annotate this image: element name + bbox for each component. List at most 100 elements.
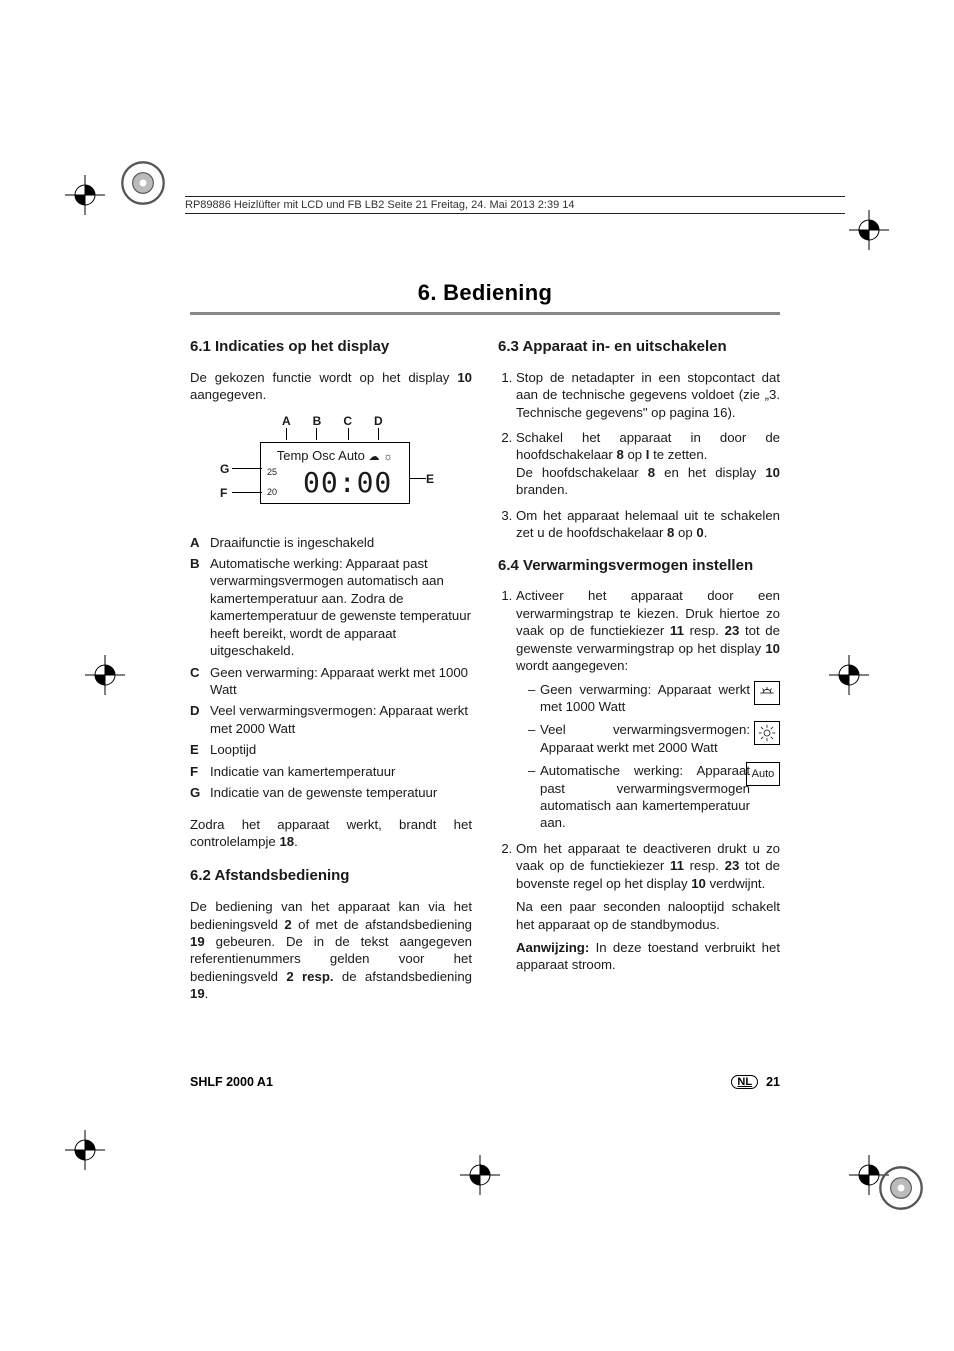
ref-number: 8 xyxy=(648,465,655,480)
legend-key: D xyxy=(190,702,210,719)
lcd-time: 00:00 xyxy=(303,465,392,502)
text: Stop de netadapter in een stopcontact da… xyxy=(516,370,780,420)
ref-number: 19 xyxy=(190,934,205,949)
thermometer-icon: 25 20 xyxy=(267,467,277,499)
text: verdwijnt. xyxy=(706,876,765,891)
legend-value: Looptijd xyxy=(210,741,472,758)
text: 20 xyxy=(267,487,277,499)
text: . xyxy=(294,834,298,849)
content: 6. Bediening 6.1 Indicaties op het displ… xyxy=(190,280,780,1013)
section-6-4-title: 6.4 Verwarmingsvermogen instellen xyxy=(498,556,780,576)
register-mark-icon xyxy=(460,1155,500,1195)
register-mark-icon xyxy=(85,655,125,695)
ref-number: 23 xyxy=(725,623,740,638)
register-mark-icon xyxy=(120,160,166,206)
text: de afstandsbediening xyxy=(334,969,472,984)
mode-list: Geen verwarming: Apparaat werkt met 1000… xyxy=(516,681,780,832)
text: op xyxy=(674,525,696,540)
text: Na een paar seconden nalooptijd schakelt… xyxy=(516,898,780,933)
text: De gekozen functie wordt op het display xyxy=(190,370,457,385)
text: wordt aangegeven: xyxy=(516,658,628,673)
sun-icon: ☁ xyxy=(369,450,380,465)
title-rule xyxy=(190,312,780,315)
ref-number: 10 xyxy=(765,465,780,480)
left-column: 6.1 Indicaties op het display De gekozen… xyxy=(190,337,472,1013)
text: Veel verwarmingsvermogen: Apparaat werkt… xyxy=(540,722,750,754)
page: RP89886 Heizlüfter mit LCD und FB LB2 Se… xyxy=(0,0,954,1351)
list-item: Om het apparaat te deactiveren drukt u z… xyxy=(516,840,780,974)
ref-number: 23 xyxy=(725,858,740,873)
legend-key: G xyxy=(190,784,210,801)
text: De hoofdschakelaar xyxy=(516,465,648,480)
ref-number: 18 xyxy=(279,834,294,849)
text: en het display xyxy=(655,465,765,480)
mode-item: Geen verwarming: Apparaat werkt met 1000… xyxy=(528,681,780,716)
hint: Aanwijzing: In deze toestand verbruikt h… xyxy=(516,939,780,974)
text: te zetten. xyxy=(649,447,707,462)
register-mark-icon xyxy=(65,175,105,215)
text: . xyxy=(205,986,209,1001)
register-mark-icon xyxy=(878,1165,924,1211)
language-badge: NL xyxy=(731,1075,758,1089)
list-item: Om het apparaat helemaal uit te schakele… xyxy=(516,507,780,542)
register-mark-icon xyxy=(65,1130,105,1170)
text: op xyxy=(624,447,646,462)
text: of met de afstandsbediening xyxy=(292,917,472,932)
callout-label: F xyxy=(220,486,227,502)
ref-number: 2 resp. xyxy=(286,969,333,984)
ref-number: 8 xyxy=(616,447,623,462)
ref-number: 10 xyxy=(765,641,780,656)
legend-value: Draaifunctie is ingeschakeld xyxy=(210,534,472,551)
register-mark-icon xyxy=(849,210,889,250)
list-item: Stop de netadapter in een stopcontact da… xyxy=(516,369,780,421)
section-6-2-title: 6.2 Afstandsbediening xyxy=(190,866,472,886)
text: 25 xyxy=(267,467,277,479)
model-number: SHLF 2000 A1 xyxy=(190,1075,273,1089)
hint-label: Aanwijzing: xyxy=(516,940,589,955)
callout-label: B xyxy=(313,414,322,430)
text: Automatische werking: Apparaat past verw… xyxy=(540,763,750,830)
chapter-title: 6. Bediening xyxy=(190,280,780,306)
text: Om het apparaat helemaal uit te schakele… xyxy=(516,508,780,540)
section-6-1-intro: De gekozen functie wordt op het display … xyxy=(190,369,472,404)
legend-value: Automatische werking: Apparaat past verw… xyxy=(210,555,472,660)
ref-number: 10 xyxy=(457,370,472,385)
section-6-1-tail: Zodra het apparaat werkt, brandt het con… xyxy=(190,816,472,851)
ref-number: 0 xyxy=(696,525,703,540)
mode-item: Automatische werking: Apparaat past verw… xyxy=(528,762,780,832)
right-column: 6.3 Apparaat in- en uitschakelen Stop de… xyxy=(498,337,780,1013)
ref-number: 19 xyxy=(190,986,205,1001)
auto-icon: Auto xyxy=(746,762,780,786)
text: . xyxy=(704,525,708,540)
legend-list: ADraaifunctie is ingeschakeld BAutomatis… xyxy=(190,534,472,802)
legend-key: F xyxy=(190,763,210,780)
ref-number: 11 xyxy=(670,623,684,638)
legend-value: Indicatie van kamertemperatuur xyxy=(210,763,472,780)
text: resp. xyxy=(684,858,725,873)
legend-key: B xyxy=(190,555,210,572)
sun-icon: ☼ xyxy=(383,450,393,465)
print-header: RP89886 Heizlüfter mit LCD und FB LB2 Se… xyxy=(185,196,845,214)
legend-value: Geen verwarming: Apparaat werkt met 1000… xyxy=(210,664,472,699)
display-figure: A B C D Temp Osc Auto ☁ ☼ xyxy=(220,414,430,524)
legend-key: A xyxy=(190,534,210,551)
page-number: 21 xyxy=(766,1075,780,1089)
section-6-3-title: 6.3 Apparaat in- en uitschakelen xyxy=(498,337,780,357)
text: branden. xyxy=(516,482,568,497)
register-mark-icon xyxy=(829,655,869,695)
legend-value: Indicatie van de gewenste temperatuur xyxy=(210,784,472,801)
text: Temp Osc Auto xyxy=(277,448,369,463)
lcd-display: Temp Osc Auto ☁ ☼ 25 20 00:00 xyxy=(260,442,410,504)
callout-label: E xyxy=(426,472,434,488)
sun-strong-icon xyxy=(754,721,780,745)
ref-number: 2 xyxy=(284,917,291,932)
text: Geen verwarming: Apparaat werkt met 1000… xyxy=(540,682,750,714)
ref-number: 11 xyxy=(670,858,684,873)
sun-weak-icon xyxy=(754,681,780,705)
mode-item: Veel verwarmingsvermogen: Apparaat werkt… xyxy=(528,721,780,756)
list-item: Activeer het apparaat door een verwarmin… xyxy=(516,587,780,831)
page-footer: SHLF 2000 A1 NL 21 xyxy=(190,1075,780,1089)
text: aangegeven. xyxy=(190,387,266,402)
text: Zodra het apparaat werkt, brandt het con… xyxy=(190,817,472,849)
legend-value: Veel verwarmingsvermogen: Apparaat werkt… xyxy=(210,702,472,737)
